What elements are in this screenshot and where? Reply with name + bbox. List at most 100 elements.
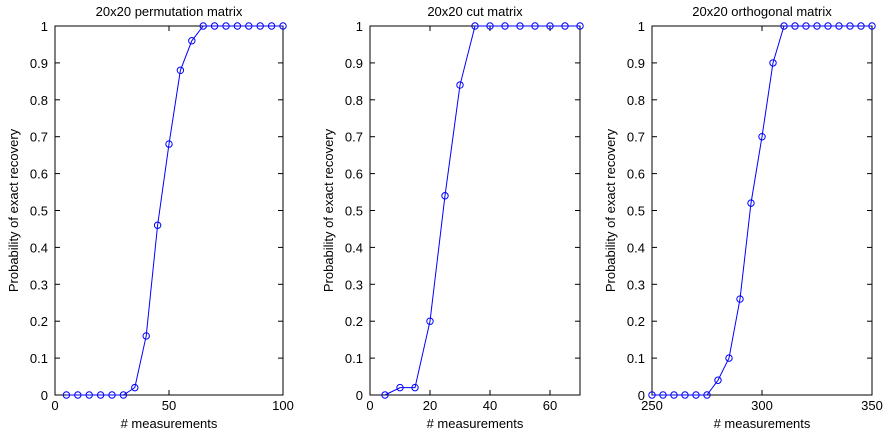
data-point-marker <box>131 383 139 392</box>
y-tick-label: 0 <box>638 388 645 403</box>
x-axis-label: # measurements <box>427 416 524 431</box>
data-point-marker <box>199 22 207 30</box>
data-point-marker <box>736 295 744 303</box>
data-point-marker <box>210 22 219 30</box>
y-tick-label: 0 <box>41 388 48 403</box>
y-tick-label: 0.5 <box>627 204 645 219</box>
data-point-marker <box>501 22 509 30</box>
data-point-marker <box>802 22 810 30</box>
plot-area-frame <box>651 25 873 396</box>
data-point-marker <box>441 192 449 200</box>
y-tick-label: 0.5 <box>30 204 48 219</box>
data-point-marker <box>648 391 656 399</box>
data-point-marker <box>62 391 71 399</box>
y-tick-label: 0.8 <box>345 93 363 108</box>
y-axis-label: Probability of exact recovery <box>6 128 21 292</box>
y-tick-label: 0.2 <box>30 314 48 329</box>
y-tick-label: 0.4 <box>30 240 48 255</box>
data-point-marker <box>769 59 777 67</box>
data-point-marker <box>233 22 242 30</box>
y-tick-label: 0.6 <box>30 167 48 182</box>
y-tick-label: 0.8 <box>30 93 48 108</box>
data-point-marker <box>188 37 196 45</box>
y-tick-label: 0.1 <box>30 351 48 366</box>
data-point-marker <box>780 22 788 30</box>
x-tick-label: 100 <box>272 398 294 413</box>
data-point-marker <box>576 22 584 30</box>
y-tick-label: 1 <box>41 19 48 34</box>
y-tick-label: 0.4 <box>345 240 363 255</box>
y-tick-label: 0.6 <box>345 167 363 182</box>
data-point-marker <box>813 22 821 30</box>
data-point-marker <box>868 22 876 30</box>
data-point-marker <box>176 66 185 74</box>
data-point-marker <box>681 391 689 399</box>
y-tick-label: 0.1 <box>345 351 363 366</box>
data-point-marker <box>546 22 554 30</box>
x-tick-label: 60 <box>543 398 557 413</box>
y-tick-label: 0.3 <box>30 277 48 292</box>
x-tick-label: 20 <box>423 398 437 413</box>
data-point-marker <box>256 22 264 30</box>
data-point-marker <box>142 332 150 340</box>
chart-title: 20x20 permutation matrix <box>96 4 243 19</box>
x-tick-label: 0 <box>51 398 58 413</box>
data-point-marker <box>222 22 230 30</box>
data-point-marker <box>692 391 700 399</box>
y-tick-label: 0.7 <box>30 130 48 145</box>
data-point-marker <box>411 383 419 392</box>
x-tick-label: 350 <box>861 398 883 413</box>
data-point-marker <box>561 22 569 30</box>
y-tick-label: 0.2 <box>345 314 363 329</box>
y-tick-label: 0.8 <box>627 93 645 108</box>
data-point-marker <box>703 391 711 399</box>
y-axis-label: Probability of exact recovery <box>321 128 336 292</box>
data-point-marker <box>74 391 82 399</box>
data-point-marker <box>279 22 287 30</box>
y-tick-label: 0.4 <box>627 240 645 255</box>
y-tick-label: 1 <box>638 19 645 34</box>
y-tick-label: 0.9 <box>627 56 645 71</box>
series-line <box>66 25 283 396</box>
data-point-marker <box>396 383 404 392</box>
data-point-marker <box>245 22 253 30</box>
x-axis-label: # measurements <box>121 416 218 431</box>
y-tick-label: 0 <box>356 388 363 403</box>
data-point-marker <box>846 22 854 30</box>
x-tick-label: 0 <box>366 398 373 413</box>
chart-title: 20x20 orthogonal matrix <box>692 4 832 19</box>
data-point-marker <box>725 354 733 362</box>
data-point-marker <box>857 22 865 30</box>
y-tick-label: 0.1 <box>627 351 645 366</box>
y-axis-label: Probability of exact recovery <box>603 128 618 292</box>
data-point-marker <box>486 22 494 30</box>
data-point-marker <box>531 22 539 30</box>
x-tick-label: 300 <box>751 398 773 413</box>
data-point-marker <box>119 391 128 399</box>
y-tick-label: 0.6 <box>627 167 645 182</box>
y-tick-label: 0.3 <box>627 277 645 292</box>
data-point-marker <box>835 22 843 30</box>
chart-panel-2: 0 0.1 0.2 0.3 0.4 0.5 0.6 0.7 0.8 0.9 1 0 20 40 60 20x2… <box>321 4 584 431</box>
data-point-marker <box>516 22 524 30</box>
data-point-marker <box>165 140 173 148</box>
data-point-marker <box>456 81 464 89</box>
y-tick-label: 0.3 <box>345 277 363 292</box>
y-tick-label: 0.2 <box>627 314 645 329</box>
y-tick-label: 0.7 <box>345 130 363 145</box>
data-point-marker <box>670 391 678 399</box>
plot-area-frame <box>369 25 581 396</box>
plot-area-frame <box>54 25 284 396</box>
y-tick-label: 1 <box>356 19 363 34</box>
y-tick-label: 0.9 <box>345 56 363 71</box>
chart-panel-1: 0 0.1 0.2 0.3 0.4 0.5 0.6 0.7 0.8 0.9 1 0 50 100 20x20… <box>6 4 294 431</box>
x-axis-label: # measurements <box>714 416 811 431</box>
x-tick-label: 250 <box>641 398 663 413</box>
series-line <box>384 25 580 396</box>
data-point-marker <box>659 391 667 399</box>
chart-panel-3: 0 0.1 0.2 0.3 0.4 0.5 0.6 0.7 0.8 0.9 1 250 300 350 20… <box>603 4 883 431</box>
data-point-marker <box>714 376 722 384</box>
data-point-marker <box>747 199 755 207</box>
data-point-marker <box>471 22 479 30</box>
